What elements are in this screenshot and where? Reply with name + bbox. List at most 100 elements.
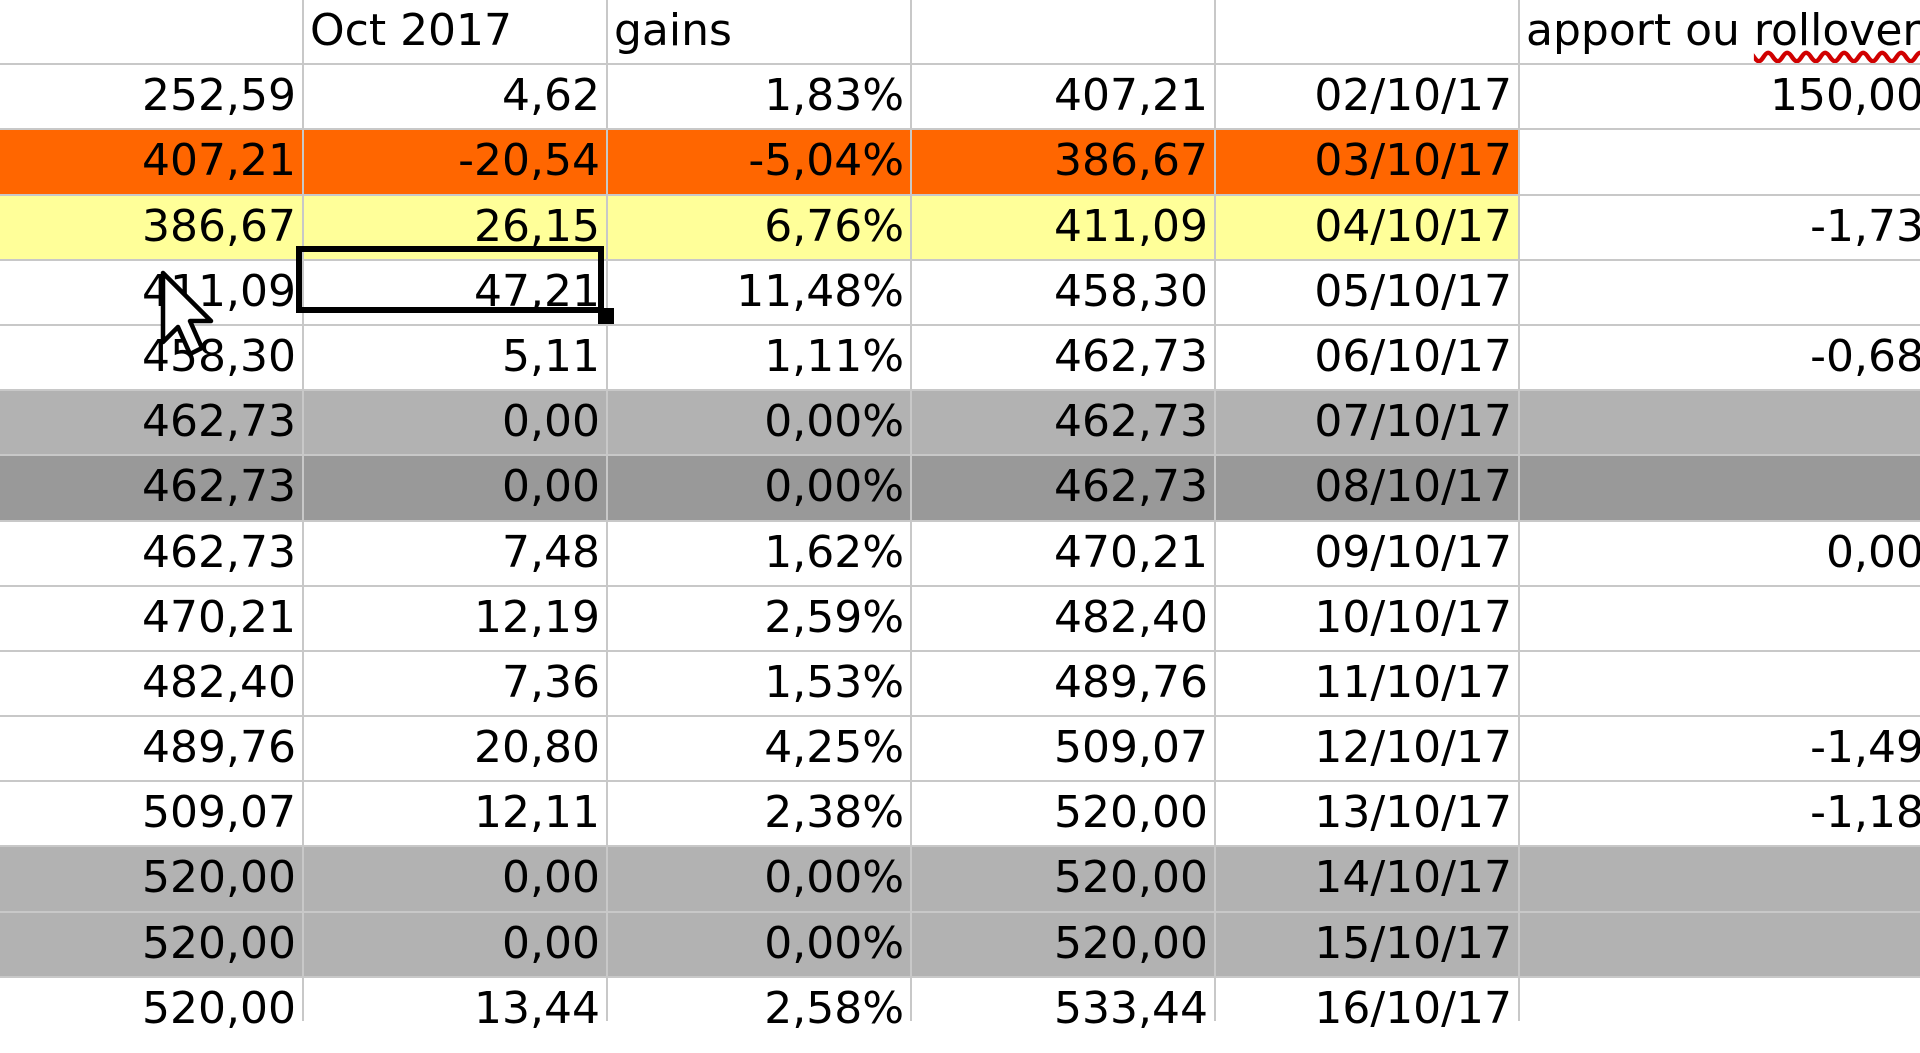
cell-a-row-15[interactable]: 520,00 [0,977,302,1041]
cell-e-row-15[interactable]: 16/10/17 [1216,977,1518,1041]
cell-a-row-7[interactable]: 462,73 [0,456,302,520]
cell-d-row-8[interactable]: 470,21 [912,521,1214,585]
header-cell-a[interactable] [0,0,302,64]
cell-b-row-4[interactable]: 47,21 [304,260,606,324]
fill-handle[interactable] [598,308,614,324]
cell-e-row-8[interactable]: 09/10/17 [1216,521,1518,585]
header-cell-f[interactable]: apport ou rollover [1520,0,1920,64]
cell-b-row-10[interactable]: 7,36 [304,651,606,716]
cell-d-row-6[interactable]: 462,73 [912,391,1214,455]
cell-f-row-7[interactable] [1520,456,1920,520]
cell-a-row-6[interactable]: 462,73 [0,391,302,455]
cell-e-row-9[interactable]: 10/10/17 [1216,586,1518,650]
cell-c-row-7[interactable]: 0,00% [608,456,910,520]
cell-e-row-14[interactable]: 15/10/17 [1216,912,1518,976]
header-cell-e[interactable] [1216,0,1518,64]
cell-e-row-7[interactable]: 08/10/17 [1216,456,1518,520]
cell-d-row-1[interactable]: 407,21 [912,65,1214,129]
cell-a-row-10[interactable]: 482,40 [0,651,302,716]
cell-f-row-11[interactable]: -1,49 [1520,717,1920,781]
header-cell-d[interactable] [912,0,1214,64]
cell-b-row-5[interactable]: 5,11 [304,325,606,390]
cell-d-row-12[interactable]: 520,00 [912,782,1214,846]
cell-e-row-6[interactable]: 07/10/17 [1216,391,1518,455]
cell-c-row-14[interactable]: 0,00% [608,912,910,976]
cell-e-row-13[interactable]: 14/10/17 [1216,847,1518,911]
cell-f-row-3[interactable]: -1,73 [1520,195,1920,259]
cell-d-row-15[interactable]: 533,44 [912,977,1214,1041]
cell-partial-row[interactable] [304,1043,606,1053]
cell-f-row-4[interactable] [1520,260,1920,324]
cell-c-row-10[interactable]: 1,53% [608,651,910,716]
cell-a-row-8[interactable]: 462,73 [0,521,302,585]
cell-d-row-11[interactable]: 509,07 [912,717,1214,781]
cell-c-row-5[interactable]: 1,11% [608,325,910,390]
cell-f-row-1[interactable]: 150,00 [1520,65,1920,129]
cell-a-row-3[interactable]: 386,67 [0,195,302,259]
cell-c-row-2[interactable]: -5,04% [608,130,910,194]
cell-c-row-6[interactable]: 0,00% [608,391,910,455]
header-cell-c[interactable]: gains [608,0,910,64]
cell-b-row-14[interactable]: 0,00 [304,912,606,976]
cell-d-row-3[interactable]: 411,09 [912,195,1214,259]
cell-c-row-4[interactable]: 11,48% [608,260,910,324]
cell-b-row-7[interactable]: 0,00 [304,456,606,520]
cell-b-row-8[interactable]: 7,48 [304,521,606,585]
cell-e-row-5[interactable]: 06/10/17 [1216,325,1518,390]
cell-d-row-10[interactable]: 489,76 [912,651,1214,716]
cell-e-row-10[interactable]: 11/10/17 [1216,651,1518,716]
cell-partial-row[interactable] [608,1043,910,1053]
cell-a-row-14[interactable]: 520,00 [0,912,302,976]
cell-b-row-1[interactable]: 4,62 [304,65,606,129]
cell-f-row-13[interactable] [1520,847,1920,911]
cell-d-row-7[interactable]: 462,73 [912,456,1214,520]
cell-d-row-13[interactable]: 520,00 [912,847,1214,911]
cell-partial-row[interactable] [1520,1043,1920,1053]
cell-b-row-2[interactable]: -20,54 [304,130,606,194]
cell-f-row-8[interactable]: 0,00 [1520,521,1920,585]
cell-e-row-11[interactable]: 12/10/17 [1216,717,1518,781]
cell-c-row-12[interactable]: 2,38% [608,782,910,846]
cell-e-row-1[interactable]: 02/10/17 [1216,65,1518,129]
cell-c-row-11[interactable]: 4,25% [608,717,910,781]
cell-a-row-11[interactable]: 489,76 [0,717,302,781]
cell-e-row-3[interactable]: 04/10/17 [1216,195,1518,259]
cell-a-row-12[interactable]: 509,07 [0,782,302,846]
cell-b-row-3[interactable]: 26,15 [304,195,606,259]
cell-a-row-2[interactable]: 407,21 [0,130,302,194]
cell-partial-row[interactable] [1216,1043,1518,1053]
cell-f-row-2[interactable] [1520,130,1920,194]
cell-d-row-9[interactable]: 482,40 [912,586,1214,650]
cell-b-row-11[interactable]: 20,80 [304,717,606,781]
cell-b-row-6[interactable]: 0,00 [304,391,606,455]
cell-f-row-12[interactable]: -1,18 [1520,782,1920,846]
cell-e-row-4[interactable]: 05/10/17 [1216,260,1518,324]
cell-b-row-13[interactable]: 0,00 [304,847,606,911]
cell-c-row-9[interactable]: 2,59% [608,586,910,650]
cell-b-row-15[interactable]: 13,44 [304,977,606,1041]
cell-partial-row[interactable] [0,1043,302,1053]
header-cell-b[interactable]: Oct 2017 [304,0,606,64]
cell-a-row-5[interactable]: 458,30 [0,325,302,390]
cell-b-row-9[interactable]: 12,19 [304,586,606,650]
cell-d-row-5[interactable]: 462,73 [912,325,1214,390]
cell-d-row-4[interactable]: 458,30 [912,260,1214,324]
cell-f-row-10[interactable] [1520,651,1920,716]
cell-a-row-13[interactable]: 520,00 [0,847,302,911]
cell-c-row-1[interactable]: 1,83% [608,65,910,129]
cell-a-row-1[interactable]: 252,59 [0,65,302,129]
cell-c-row-13[interactable]: 0,00% [608,847,910,911]
cell-c-row-15[interactable]: 2,58% [608,977,910,1041]
cell-d-row-2[interactable]: 386,67 [912,130,1214,194]
cell-b-row-12[interactable]: 12,11 [304,782,606,846]
cell-f-row-9[interactable] [1520,586,1920,650]
cell-f-row-6[interactable] [1520,391,1920,455]
cell-f-row-15[interactable] [1520,977,1920,1041]
cell-partial-row[interactable] [912,1043,1214,1053]
cell-d-row-14[interactable]: 520,00 [912,912,1214,976]
cell-e-row-12[interactable]: 13/10/17 [1216,782,1518,846]
cell-a-row-9[interactable]: 470,21 [0,586,302,650]
cell-f-row-14[interactable] [1520,912,1920,976]
cell-a-row-4[interactable]: 411,09 [0,260,302,324]
cell-e-row-2[interactable]: 03/10/17 [1216,130,1518,194]
